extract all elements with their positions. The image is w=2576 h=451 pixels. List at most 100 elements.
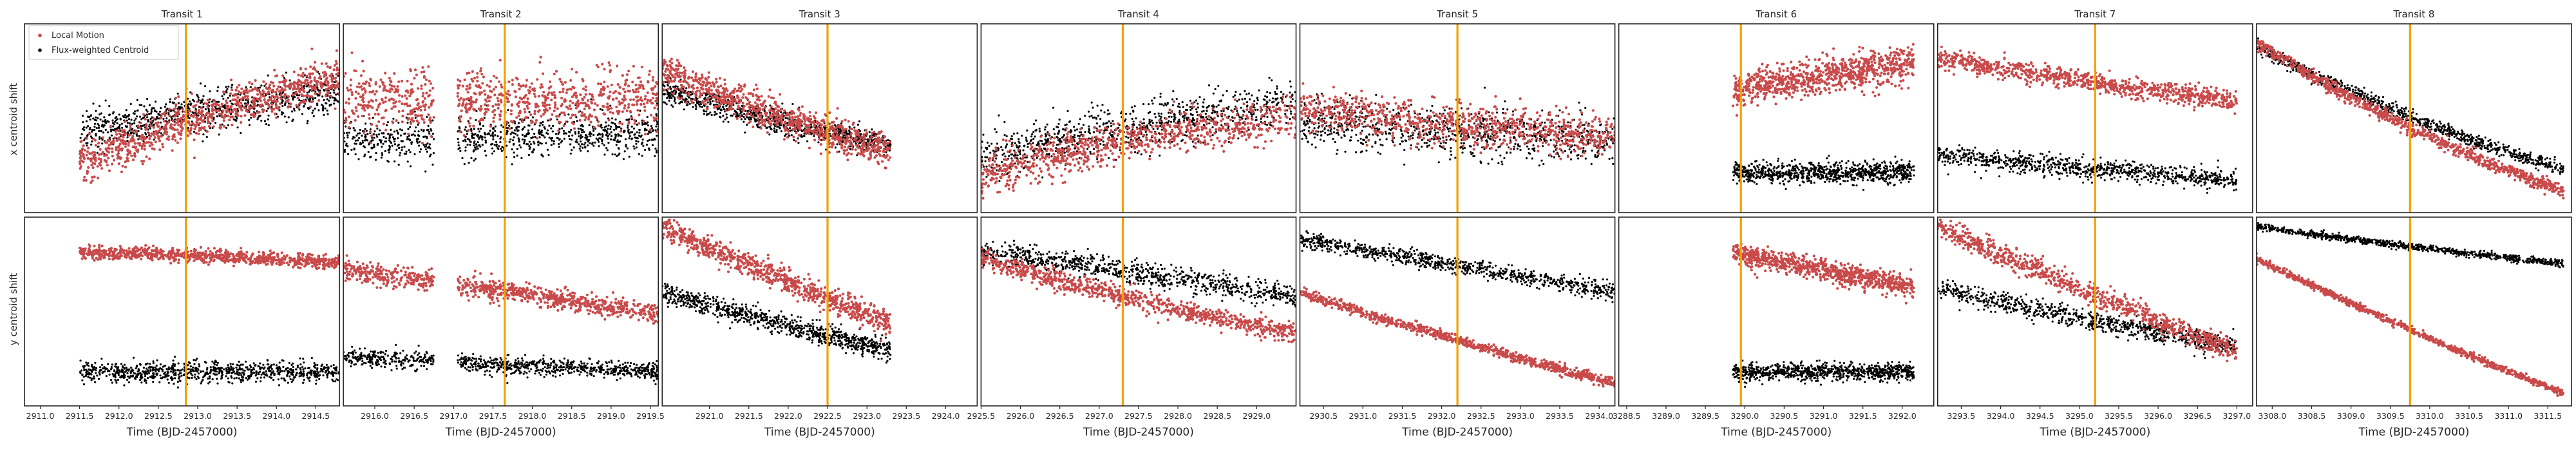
flux-centroid-point xyxy=(115,116,118,119)
flux-centroid-point xyxy=(84,365,86,367)
flux-centroid-point xyxy=(230,375,232,378)
local-motion-point xyxy=(251,252,254,255)
local-motion-point xyxy=(616,64,619,68)
flux-centroid-point xyxy=(506,133,508,135)
local-motion-point xyxy=(642,87,645,90)
flux-centroid-point xyxy=(129,374,132,377)
flux-centroid-point xyxy=(117,126,120,129)
local-motion-point xyxy=(103,158,106,162)
flux-centroid-point xyxy=(256,118,259,120)
flux-centroid-point xyxy=(101,120,104,122)
flux-centroid-point xyxy=(631,131,634,133)
local-motion-point xyxy=(627,106,630,109)
flux-centroid-point xyxy=(302,374,305,376)
flux-centroid-point xyxy=(584,146,587,149)
flux-centroid-point xyxy=(209,366,212,369)
local-motion-point xyxy=(96,177,100,180)
local-motion-point xyxy=(624,82,627,85)
local-motion-point xyxy=(148,144,151,148)
local-motion-point xyxy=(164,111,167,114)
local-motion-point xyxy=(176,249,180,253)
flux-centroid-point xyxy=(252,362,255,365)
local-motion-point xyxy=(138,144,142,147)
local-motion-point xyxy=(560,97,564,100)
flux-centroid-point xyxy=(379,129,381,131)
local-motion-point xyxy=(415,73,418,77)
flux-centroid-point xyxy=(79,137,82,139)
local-motion-point xyxy=(260,258,263,261)
local-motion-point xyxy=(210,117,213,120)
local-motion-point xyxy=(261,251,265,254)
local-motion-point xyxy=(121,164,124,168)
local-motion-point xyxy=(305,255,308,258)
local-motion-point xyxy=(269,253,272,256)
flux-centroid-point xyxy=(209,122,212,125)
local-motion-point xyxy=(542,113,545,116)
local-motion-point xyxy=(206,105,209,108)
flux-centroid-point xyxy=(232,363,234,366)
local-motion-point xyxy=(196,251,200,254)
local-motion-point xyxy=(208,253,211,256)
local-motion-point xyxy=(646,99,649,102)
local-motion-point xyxy=(245,254,248,257)
flux-centroid-point xyxy=(386,121,390,124)
local-motion-point xyxy=(573,127,576,130)
local-motion-point xyxy=(493,75,496,78)
flux-centroid-point xyxy=(130,119,133,121)
flux-centroid-point xyxy=(581,143,583,146)
flux-centroid-point xyxy=(233,377,236,380)
local-motion-point xyxy=(640,65,644,69)
flux-centroid-point xyxy=(556,118,558,120)
flux-centroid-point xyxy=(111,372,114,376)
local-motion-point xyxy=(180,126,184,130)
flux-centroid-point xyxy=(471,135,473,137)
local-motion-point xyxy=(127,144,130,147)
flux-centroid-point xyxy=(607,137,609,140)
local-motion-point xyxy=(204,249,207,253)
flux-centroid-point xyxy=(229,363,232,365)
flux-centroid-point xyxy=(373,146,375,149)
flux-centroid-point xyxy=(471,137,474,139)
flux-centroid-point xyxy=(538,124,541,127)
local-motion-point xyxy=(511,83,515,86)
local-motion-point xyxy=(464,107,468,110)
local-motion-point xyxy=(357,103,360,106)
local-motion-point xyxy=(80,140,83,143)
flux-centroid-point xyxy=(153,123,155,126)
flux-centroid-point xyxy=(588,133,591,136)
local-motion-point xyxy=(354,90,358,93)
flux-centroid-point xyxy=(656,135,658,137)
local-motion-point xyxy=(240,108,243,112)
local-motion-point xyxy=(96,165,99,168)
local-motion-point xyxy=(178,133,181,136)
flux-centroid-point xyxy=(209,377,211,380)
local-motion-point xyxy=(551,93,554,97)
local-motion-point xyxy=(117,162,120,166)
local-motion-point xyxy=(288,86,291,89)
local-motion-point xyxy=(93,151,96,154)
flux-centroid-point xyxy=(260,373,263,376)
flux-centroid-point xyxy=(313,362,316,365)
flux-centroid-point xyxy=(477,128,480,130)
flux-centroid-point xyxy=(387,149,390,151)
flux-centroid-point xyxy=(590,98,592,101)
flux-centroid-point xyxy=(415,126,417,129)
flux-centroid-point xyxy=(296,94,298,97)
local-motion-point xyxy=(212,112,215,115)
flux-centroid-point xyxy=(554,133,558,135)
local-motion-point xyxy=(213,99,216,102)
local-motion-point xyxy=(236,258,239,261)
flux-centroid-point xyxy=(261,367,263,369)
local-motion-point xyxy=(177,109,180,112)
local-motion-point xyxy=(270,102,274,106)
local-motion-point xyxy=(285,261,289,264)
local-motion-point xyxy=(120,248,124,252)
flux-centroid-point xyxy=(618,134,621,137)
local-motion-point xyxy=(258,254,261,258)
flux-centroid-point xyxy=(511,131,513,134)
y-axis-label-x-shift: x centroid shift xyxy=(8,83,19,155)
flux-centroid-point xyxy=(197,96,200,99)
flux-centroid-point xyxy=(283,377,285,379)
flux-centroid-point xyxy=(221,95,223,97)
flux-centroid-point xyxy=(173,369,175,372)
